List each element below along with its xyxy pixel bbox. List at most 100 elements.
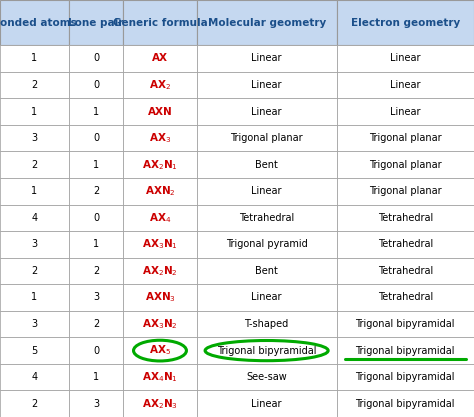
Bar <box>197 72 337 98</box>
Text: AX$_2$N$_3$: AX$_2$N$_3$ <box>142 397 178 411</box>
Bar <box>337 390 474 417</box>
Text: 1: 1 <box>93 239 99 249</box>
Bar <box>197 45 337 72</box>
Text: 1: 1 <box>93 160 99 170</box>
Bar <box>337 125 474 151</box>
Text: T-shaped: T-shaped <box>245 319 289 329</box>
Bar <box>0 337 69 364</box>
Bar <box>123 231 197 258</box>
Bar <box>123 72 197 98</box>
Bar <box>197 284 337 311</box>
Bar <box>197 364 337 390</box>
Bar <box>69 258 123 284</box>
Text: AX$_3$N$_1$: AX$_3$N$_1$ <box>142 237 178 251</box>
Text: Bent: Bent <box>255 160 278 170</box>
Text: AX$_3$: AX$_3$ <box>149 131 171 145</box>
Text: AX$_5$: AX$_5$ <box>149 344 171 357</box>
Bar <box>123 364 197 390</box>
Text: AXN$_3$: AXN$_3$ <box>145 291 175 304</box>
Bar <box>197 390 337 417</box>
Text: Generic formula: Generic formula <box>113 18 207 28</box>
Bar <box>0 231 69 258</box>
Text: See-saw: See-saw <box>246 372 287 382</box>
Text: 2: 2 <box>31 80 37 90</box>
Text: 1: 1 <box>93 107 99 117</box>
Text: 5: 5 <box>31 346 37 356</box>
Bar <box>197 98 337 125</box>
Bar <box>337 178 474 204</box>
Text: 2: 2 <box>31 266 37 276</box>
Bar <box>123 0 197 45</box>
Bar <box>69 72 123 98</box>
Bar <box>0 258 69 284</box>
Bar <box>123 337 197 364</box>
Text: 1: 1 <box>31 53 37 63</box>
Bar <box>123 311 197 337</box>
Text: 1: 1 <box>93 372 99 382</box>
Bar <box>123 151 197 178</box>
Text: 1: 1 <box>31 186 37 196</box>
Text: 3: 3 <box>31 133 37 143</box>
Bar <box>337 364 474 390</box>
Text: Trigonal bipyramidal: Trigonal bipyramidal <box>356 346 455 356</box>
Text: 2: 2 <box>31 160 37 170</box>
Text: Linear: Linear <box>251 186 282 196</box>
Bar <box>123 204 197 231</box>
Text: 0: 0 <box>93 53 99 63</box>
Bar <box>123 178 197 204</box>
Text: AXN: AXN <box>147 107 173 117</box>
Text: Trigonal bipyramidal: Trigonal bipyramidal <box>356 399 455 409</box>
Bar <box>0 45 69 72</box>
Text: Molecular geometry: Molecular geometry <box>208 18 326 28</box>
Bar <box>123 284 197 311</box>
Bar <box>337 45 474 72</box>
Text: Linear: Linear <box>251 53 282 63</box>
Bar <box>123 125 197 151</box>
Bar <box>337 72 474 98</box>
Bar <box>69 390 123 417</box>
Bar <box>337 0 474 45</box>
Bar <box>0 390 69 417</box>
Bar <box>0 0 69 45</box>
Text: Bent: Bent <box>255 266 278 276</box>
Text: 4: 4 <box>31 213 37 223</box>
Text: Trigonal planar: Trigonal planar <box>369 133 442 143</box>
Bar <box>0 364 69 390</box>
Text: Electron geometry: Electron geometry <box>351 18 460 28</box>
Text: 1: 1 <box>31 107 37 117</box>
Text: 3: 3 <box>93 399 99 409</box>
Text: 2: 2 <box>93 319 99 329</box>
Bar <box>0 125 69 151</box>
Bar <box>197 231 337 258</box>
Text: Linear: Linear <box>390 80 420 90</box>
Text: Tetrahedral: Tetrahedral <box>378 213 433 223</box>
Text: AX$_3$N$_2$: AX$_3$N$_2$ <box>142 317 178 331</box>
Bar <box>69 178 123 204</box>
Bar <box>337 337 474 364</box>
Text: Tetrahedral: Tetrahedral <box>378 239 433 249</box>
Bar <box>69 45 123 72</box>
Bar <box>69 364 123 390</box>
Text: Linear: Linear <box>390 53 420 63</box>
Bar <box>337 204 474 231</box>
Bar <box>123 45 197 72</box>
Bar <box>0 151 69 178</box>
Bar <box>197 0 337 45</box>
Bar <box>69 151 123 178</box>
Bar <box>197 204 337 231</box>
Text: Trigonal planar: Trigonal planar <box>230 133 303 143</box>
Text: Trigonal planar: Trigonal planar <box>369 160 442 170</box>
Text: Linear: Linear <box>251 292 282 302</box>
Text: Linear: Linear <box>251 107 282 117</box>
Text: 4: 4 <box>31 372 37 382</box>
Text: Trigonal bipyramidal: Trigonal bipyramidal <box>356 319 455 329</box>
Text: Lone pair: Lone pair <box>68 18 124 28</box>
Bar <box>69 0 123 45</box>
Bar <box>69 231 123 258</box>
Bar <box>69 337 123 364</box>
Text: 0: 0 <box>93 80 99 90</box>
Bar <box>0 98 69 125</box>
Bar <box>0 311 69 337</box>
Bar <box>337 151 474 178</box>
Text: Linear: Linear <box>390 107 420 117</box>
